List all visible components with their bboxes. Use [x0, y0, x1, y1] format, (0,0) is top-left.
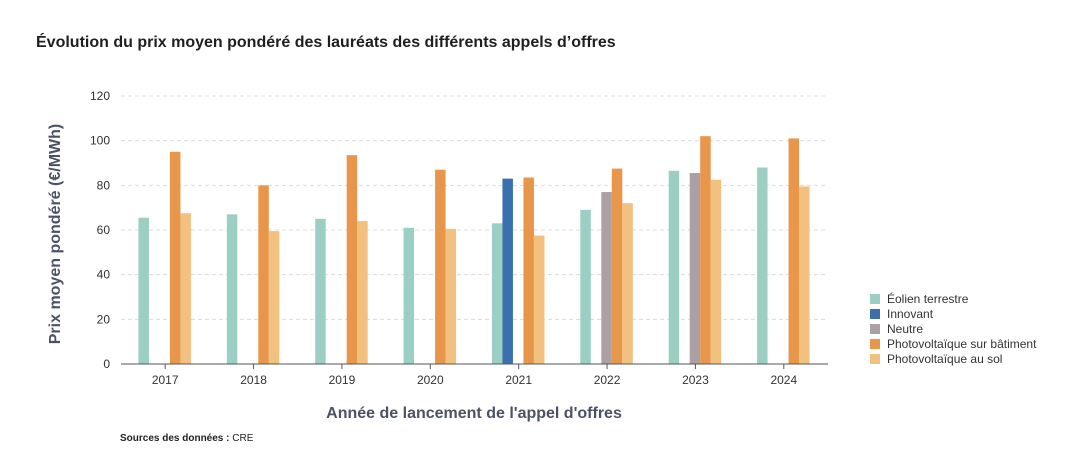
legend-item[interactable]: Photovoltaïque sur bâtiment — [870, 336, 1036, 351]
x-tick-label: 2023 — [682, 373, 709, 387]
bar — [445, 228, 457, 364]
y-axis-label: Prix moyen pondéré (€/MWh) — [47, 124, 64, 344]
bar — [788, 138, 800, 364]
bar — [622, 203, 633, 364]
legend-label: Innovant — [887, 306, 934, 321]
legend-label: Photovoltaïque sur bâtiment — [887, 336, 1037, 351]
x-axis-label: Année de lancement de l'appel d'offres — [326, 405, 622, 422]
bar — [403, 227, 415, 364]
x-tick-label: 2020 — [417, 373, 444, 387]
bar — [523, 177, 534, 364]
bar — [710, 179, 722, 364]
bar — [138, 217, 149, 364]
legend-item[interactable]: Photovoltaïque au sol — [870, 351, 1036, 366]
bar — [533, 235, 545, 364]
y-tick-label: 100 — [90, 134, 110, 148]
y-tick-label: 120 — [90, 89, 110, 103]
x-tick-label: 2018 — [240, 373, 267, 387]
x-tick-label: 2024 — [770, 373, 797, 387]
legend: Éolien terrestre Innovant Neutre Photovolta… — [870, 291, 1036, 366]
bar — [799, 186, 810, 364]
bar — [491, 223, 503, 364]
bar — [357, 221, 368, 364]
source-label: Sources des données : — [120, 433, 230, 444]
bar — [169, 151, 181, 364]
y-tick-label: 20 — [97, 312, 111, 326]
chart-title: Évolution du prix moyen pondéré des laur… — [36, 34, 616, 51]
legend-swatch — [870, 293, 880, 304]
bar — [258, 185, 269, 364]
legend-swatch — [870, 338, 880, 349]
bar — [435, 169, 446, 364]
legend-item[interactable]: Neutre — [870, 321, 1036, 336]
axes: 0 20 40 60 80 100 120 2017 2018 2019 2020 2021 2022 2… — [90, 89, 828, 387]
legend-label: Neutre — [887, 321, 924, 336]
bar — [580, 209, 591, 364]
x-tick-label: 2017 — [152, 373, 179, 387]
y-tick-label: 80 — [97, 178, 111, 192]
y-tick-label: 0 — [103, 357, 110, 371]
bars — [138, 136, 810, 364]
legend-swatch — [870, 353, 880, 364]
bar — [268, 231, 280, 364]
x-tick-label: 2022 — [594, 373, 621, 387]
bar — [502, 178, 513, 364]
bar — [346, 155, 358, 364]
legend-label: Photovoltaïque au sol — [887, 351, 1003, 366]
legend-swatch — [870, 323, 880, 334]
legend-label: Éolien terrestre — [887, 291, 969, 306]
source-value: CRE — [232, 433, 254, 444]
bar — [226, 214, 238, 364]
bar — [180, 213, 191, 364]
x-tick-label: 2019 — [329, 373, 356, 387]
legend-item[interactable]: Innovant — [870, 306, 1036, 321]
y-tick-label: 60 — [97, 223, 111, 237]
bar — [700, 136, 711, 364]
legend-item[interactable]: Éolien terrestre — [870, 291, 1036, 306]
bar — [668, 170, 680, 364]
bar — [315, 218, 326, 364]
bar — [611, 168, 623, 364]
data-source: Sources des données : CRE — [120, 433, 253, 444]
bar — [689, 173, 701, 364]
bar — [757, 167, 768, 364]
x-tick-label: 2021 — [505, 373, 532, 387]
y-tick-label: 40 — [97, 268, 111, 282]
bar — [601, 192, 612, 364]
legend-swatch — [870, 308, 880, 319]
